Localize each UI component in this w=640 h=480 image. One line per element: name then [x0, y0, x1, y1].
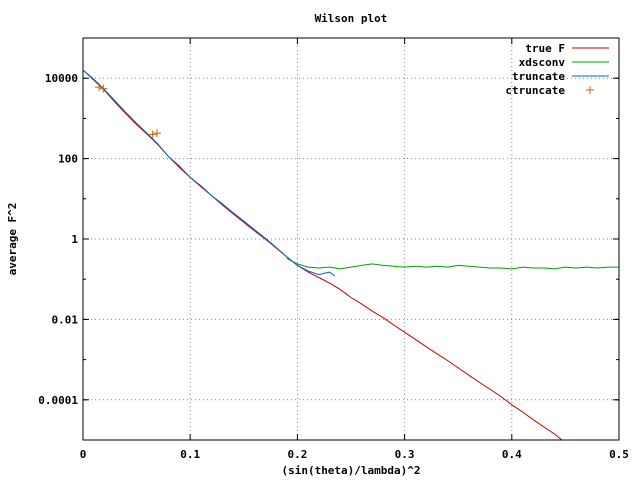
series-point-ctruncate [95, 83, 104, 92]
plot-area [83, 69, 619, 440]
axis-ticks: 0 0.1 0.2 0.3 0.4 0.5 0.0001 0.01 1 100 10000 [38, 37, 629, 461]
grid-lines [83, 38, 619, 440]
y-tick-label: 1 [71, 233, 78, 246]
series-layer [83, 69, 619, 440]
x-tick-label: 0.5 [609, 448, 629, 461]
series-point-ctruncate [99, 84, 108, 93]
series-point-ctruncate [148, 130, 157, 139]
legend-label-xdsconv: xdsconv [519, 56, 566, 69]
series-line-truncate [83, 69, 336, 277]
x-tick-label: 0.2 [287, 448, 307, 461]
y-tick-label: 100 [58, 153, 78, 166]
y-axis-label: average F^2 [6, 203, 19, 276]
chart-title: Wilson plot [315, 12, 388, 25]
series-line-xdsconv [286, 257, 619, 270]
y-tick-label: 0.01 [52, 313, 79, 326]
legend-swatch-ctruncate [586, 86, 594, 94]
legend-label-ctruncate: ctruncate [505, 84, 565, 97]
x-tick-label: 0.4 [502, 448, 522, 461]
series-point-ctruncate [152, 129, 161, 138]
y-tick-label: 10000 [45, 72, 78, 85]
legend-label-true-f: true F [525, 42, 565, 55]
legend-label-truncate: truncate [512, 70, 565, 83]
x-axis-label: (sin(theta)/lambda)^2 [281, 464, 420, 477]
x-tick-label: 0.3 [395, 448, 415, 461]
x-tick-label: 0 [80, 448, 87, 461]
y-tick-label: 0.0001 [38, 394, 78, 407]
x-tick-label: 0.1 [180, 448, 200, 461]
